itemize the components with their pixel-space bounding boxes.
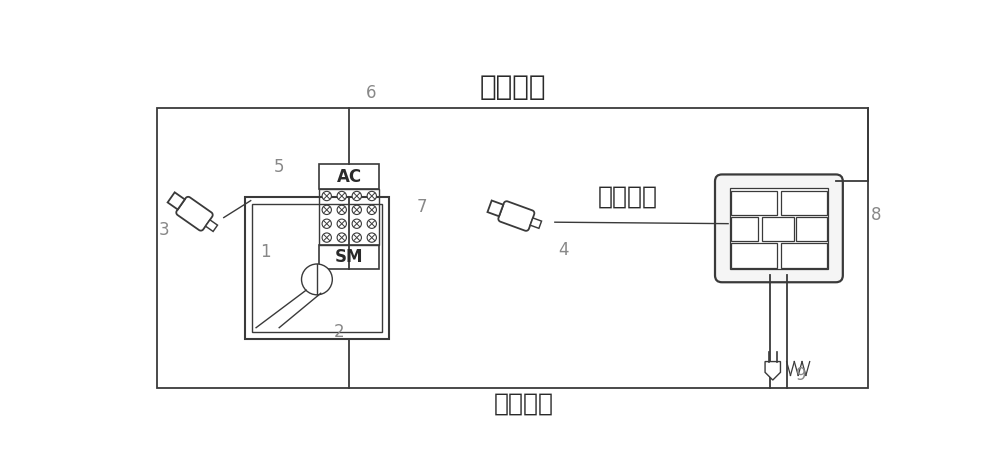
Polygon shape xyxy=(206,220,218,231)
Text: 传输图像: 传输图像 xyxy=(598,185,658,209)
FancyBboxPatch shape xyxy=(715,175,843,282)
Circle shape xyxy=(337,219,346,228)
Bar xyxy=(731,191,777,215)
Polygon shape xyxy=(498,201,534,231)
Circle shape xyxy=(367,219,376,228)
Circle shape xyxy=(322,233,331,242)
Circle shape xyxy=(322,205,331,215)
Polygon shape xyxy=(176,197,213,231)
Bar xyxy=(730,187,828,269)
Circle shape xyxy=(337,205,346,215)
Text: 2: 2 xyxy=(334,323,344,341)
Polygon shape xyxy=(530,218,542,228)
Circle shape xyxy=(352,205,361,215)
Bar xyxy=(781,191,827,215)
Text: 9: 9 xyxy=(796,366,806,384)
Circle shape xyxy=(352,191,361,201)
Text: 传输图像: 传输图像 xyxy=(479,74,546,101)
Text: AC: AC xyxy=(337,168,362,186)
Bar xyxy=(731,243,777,268)
Bar xyxy=(319,244,379,269)
Circle shape xyxy=(322,219,331,228)
Text: 6: 6 xyxy=(366,84,377,102)
Bar xyxy=(319,164,379,189)
Text: 1: 1 xyxy=(260,243,271,261)
Circle shape xyxy=(352,219,361,228)
Bar xyxy=(796,217,827,242)
Circle shape xyxy=(367,191,376,201)
Bar xyxy=(731,217,758,242)
Text: 控制信号: 控制信号 xyxy=(494,391,554,415)
Text: 3: 3 xyxy=(158,221,169,239)
Bar xyxy=(252,204,382,331)
Text: SM: SM xyxy=(335,248,364,266)
Circle shape xyxy=(337,233,346,242)
Polygon shape xyxy=(168,192,185,210)
Bar xyxy=(245,197,389,339)
Circle shape xyxy=(367,233,376,242)
Text: 4: 4 xyxy=(559,241,569,259)
Bar xyxy=(762,217,794,242)
Circle shape xyxy=(322,191,331,201)
Circle shape xyxy=(352,233,361,242)
Text: 7: 7 xyxy=(416,198,427,216)
Polygon shape xyxy=(487,201,503,216)
Circle shape xyxy=(367,205,376,215)
Bar xyxy=(781,243,827,268)
Bar xyxy=(157,108,868,388)
Circle shape xyxy=(337,191,346,201)
Polygon shape xyxy=(765,362,780,380)
Text: 8: 8 xyxy=(871,206,881,224)
Circle shape xyxy=(302,264,332,295)
Text: 5: 5 xyxy=(274,158,284,176)
Bar xyxy=(319,189,379,244)
